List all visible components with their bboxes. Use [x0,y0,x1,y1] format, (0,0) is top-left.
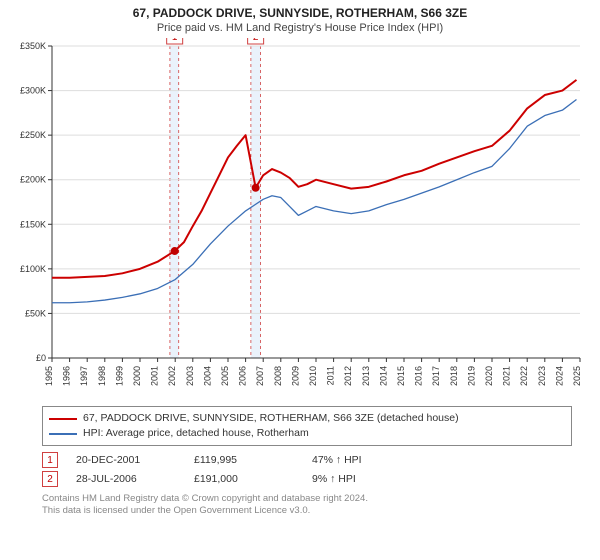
svg-text:2020: 2020 [484,366,494,386]
svg-text:£250K: £250K [20,130,46,140]
chart-title-address: 67, PADDOCK DRIVE, SUNNYSIDE, ROTHERHAM,… [0,0,600,20]
svg-text:2005: 2005 [220,366,230,386]
svg-text:2024: 2024 [554,366,564,386]
svg-text:£100K: £100K [20,264,46,274]
footer-attribution: Contains HM Land Registry data © Crown c… [42,493,572,517]
svg-text:2008: 2008 [273,366,283,386]
svg-text:1997: 1997 [79,366,89,386]
svg-text:2002: 2002 [167,366,177,386]
svg-text:2: 2 [253,38,259,43]
svg-text:2013: 2013 [361,366,371,386]
marker-delta: 47% ↑ HPI [312,454,412,466]
svg-text:2022: 2022 [519,366,529,386]
price-chart: £0 £50K £100K £150K £200K £250K £300K £350K 1995… [10,38,590,398]
svg-text:2010: 2010 [308,366,318,386]
svg-text:2025: 2025 [572,366,582,386]
svg-text:2000: 2000 [132,366,142,386]
legend-swatch-2 [49,433,77,435]
svg-text:2007: 2007 [255,366,265,386]
svg-text:2016: 2016 [414,366,424,386]
svg-text:£0: £0 [36,353,46,363]
marker-id-box: 2 [42,471,58,487]
marker-delta: 9% ↑ HPI [312,473,412,485]
svg-text:£300K: £300K [20,86,46,96]
marker-price: £119,995 [194,454,294,466]
chart-svg: £0 £50K £100K £150K £200K £250K £300K £350K 1995… [10,38,590,398]
svg-text:£50K: £50K [25,308,46,318]
svg-text:1995: 1995 [44,366,54,386]
marker-detail-row: 1 20-DEC-2001 £119,995 47% ↑ HPI [42,452,600,468]
marker-price: £191,000 [194,473,294,485]
svg-text:2012: 2012 [343,366,353,386]
svg-text:2017: 2017 [431,366,441,386]
marker-date: 28-JUL-2006 [76,473,176,485]
svg-text:2011: 2011 [326,366,336,385]
legend: 67, PADDOCK DRIVE, SUNNYSIDE, ROTHERHAM,… [42,406,572,446]
svg-text:2014: 2014 [378,366,388,386]
marker-detail-row: 2 28-JUL-2006 £191,000 9% ↑ HPI [42,471,600,487]
svg-text:2004: 2004 [202,366,212,386]
legend-item: 67, PADDOCK DRIVE, SUNNYSIDE, ROTHERHAM,… [49,411,565,426]
svg-text:2018: 2018 [449,366,459,386]
svg-text:2015: 2015 [396,366,406,386]
svg-text:2021: 2021 [502,366,512,386]
svg-text:2001: 2001 [150,366,160,386]
legend-label: HPI: Average price, detached house, Roth… [83,426,309,441]
svg-text:£200K: £200K [20,175,46,185]
marker-date: 20-DEC-2001 [76,454,176,466]
legend-swatch-1 [49,418,77,420]
svg-text:£150K: £150K [20,219,46,229]
legend-item: HPI: Average price, detached house, Roth… [49,426,565,441]
svg-text:2006: 2006 [238,366,248,386]
footer-line: Contains HM Land Registry data © Crown c… [42,493,572,505]
svg-text:1996: 1996 [62,366,72,386]
chart-title-subtitle: Price paid vs. HM Land Registry's House … [0,20,600,38]
footer-line: This data is licensed under the Open Gov… [42,505,572,517]
svg-text:1998: 1998 [97,366,107,386]
svg-text:£350K: £350K [20,41,46,51]
svg-text:2003: 2003 [185,366,195,386]
svg-text:1: 1 [172,38,178,43]
svg-text:2023: 2023 [537,366,547,386]
svg-text:2019: 2019 [466,366,476,386]
svg-text:1999: 1999 [114,366,124,386]
svg-text:2009: 2009 [290,366,300,386]
marker-id-box: 1 [42,452,58,468]
legend-label: 67, PADDOCK DRIVE, SUNNYSIDE, ROTHERHAM,… [83,411,459,426]
